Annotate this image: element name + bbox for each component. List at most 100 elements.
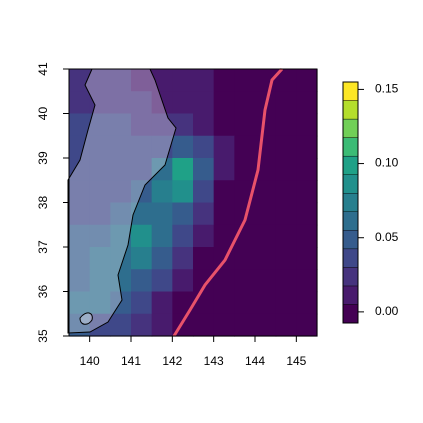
field <box>69 69 318 337</box>
cell <box>69 313 91 337</box>
cell <box>193 69 215 92</box>
cell <box>172 91 194 115</box>
cell <box>213 224 235 248</box>
y-tick-label: 36 <box>36 285 50 299</box>
cell <box>151 269 173 293</box>
land <box>79 312 93 325</box>
colorbar-band <box>342 304 359 324</box>
cell <box>296 247 318 270</box>
cell <box>131 158 153 181</box>
cell <box>110 69 132 92</box>
cell <box>110 113 132 137</box>
cell <box>151 202 173 226</box>
cell <box>296 91 318 115</box>
cell <box>89 135 111 159</box>
cell <box>255 202 277 226</box>
cell <box>151 113 173 137</box>
colorbar-tick-label: 0.10 <box>375 156 399 170</box>
colorbar-band <box>342 137 359 157</box>
colorbar-band <box>342 230 359 250</box>
cell <box>255 313 277 337</box>
cell <box>255 247 277 270</box>
cell <box>89 158 111 181</box>
cell <box>234 113 256 137</box>
cell <box>255 113 277 137</box>
cell <box>255 269 277 293</box>
colorbar-tick-label: 0.00 <box>375 304 399 318</box>
cell <box>151 291 173 315</box>
cell <box>151 158 173 181</box>
cell <box>234 291 256 315</box>
cell <box>110 135 132 159</box>
cell <box>275 180 297 204</box>
cell <box>69 269 91 293</box>
x-tick-label: 140 <box>80 354 100 368</box>
cell <box>131 180 153 204</box>
cell <box>110 269 132 293</box>
cell <box>110 247 132 270</box>
cell <box>213 180 235 204</box>
cell <box>275 135 297 159</box>
cell <box>172 224 194 248</box>
cell <box>255 224 277 248</box>
cell <box>255 291 277 315</box>
trench-line <box>172 67 284 337</box>
cell <box>275 69 297 92</box>
cell <box>296 291 318 315</box>
cell <box>131 91 153 115</box>
colorbar-band <box>342 174 359 194</box>
cell <box>296 180 318 204</box>
cell <box>172 180 194 204</box>
cell <box>296 158 318 181</box>
cell <box>234 158 256 181</box>
colorbar-frame <box>342 81 359 324</box>
cell <box>275 158 297 181</box>
x-tick-label: 143 <box>204 354 224 368</box>
cell <box>296 269 318 293</box>
colorbar-band <box>342 100 359 120</box>
cell <box>296 224 318 248</box>
cell <box>69 224 91 248</box>
cell <box>234 69 256 92</box>
cell <box>234 91 256 115</box>
cell <box>213 69 235 92</box>
cell <box>89 247 111 270</box>
cell <box>110 91 132 115</box>
cell <box>69 291 91 315</box>
y-tick-label: 40 <box>36 107 50 121</box>
cell <box>234 202 256 226</box>
cell <box>193 247 215 270</box>
cell <box>69 202 91 226</box>
colorbar: 0.00 0.05 0.10 0.15 <box>342 81 399 324</box>
y-tick-label: 41 <box>36 62 50 76</box>
cell <box>255 158 277 181</box>
cell <box>193 269 215 293</box>
x-tick-label: 142 <box>162 354 182 368</box>
cell <box>255 135 277 159</box>
cell <box>110 180 132 204</box>
cell <box>296 113 318 137</box>
cell <box>172 291 194 315</box>
cell <box>193 202 215 226</box>
cell <box>213 202 235 226</box>
cell <box>275 313 297 337</box>
cell <box>89 180 111 204</box>
cell <box>213 291 235 315</box>
cell <box>110 313 132 337</box>
colorbar-tick-label: 0.15 <box>375 82 399 96</box>
cell <box>89 224 111 248</box>
cell <box>89 313 111 337</box>
x-tick-label: 141 <box>121 354 141 368</box>
cell <box>193 180 215 204</box>
colorbar-band <box>342 81 359 101</box>
cell <box>193 224 215 248</box>
cell <box>131 291 153 315</box>
y-tick-label: 38 <box>36 196 50 210</box>
cell <box>193 158 215 181</box>
cell <box>131 247 153 270</box>
cell <box>296 202 318 226</box>
x-tick-label: 145 <box>286 354 306 368</box>
colorbar-band <box>342 267 359 287</box>
cell <box>255 180 277 204</box>
